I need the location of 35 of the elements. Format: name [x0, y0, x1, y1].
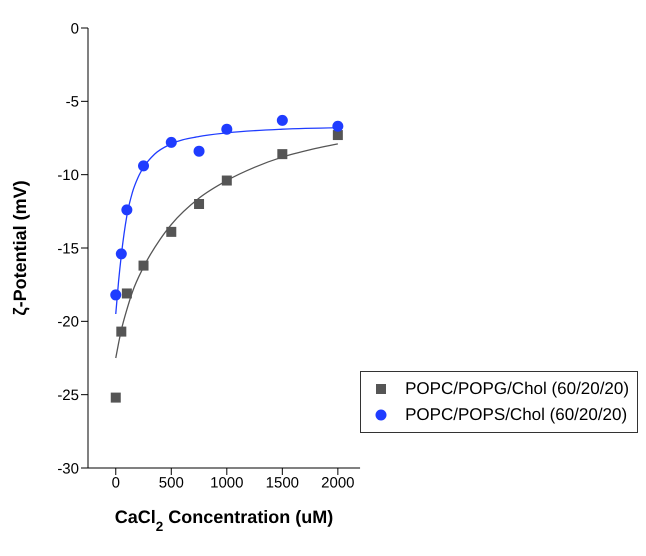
point — [194, 199, 204, 209]
point — [221, 124, 232, 135]
y-tick-label: -30 — [57, 460, 79, 478]
line-series — [115, 143, 339, 359]
point — [277, 149, 288, 160]
y-tick-label: 0 — [70, 20, 79, 38]
point — [276, 114, 288, 126]
y-tick-label: -10 — [57, 166, 79, 184]
point — [110, 289, 122, 300]
point — [222, 176, 232, 186]
y-tick-label: -5 — [66, 94, 79, 111]
point — [116, 326, 126, 337]
point — [122, 288, 132, 298]
point — [332, 130, 343, 140]
point — [121, 204, 132, 216]
x-tick-label: 2000 — [321, 474, 355, 492]
point — [166, 226, 176, 237]
point — [138, 160, 150, 172]
y-tick-label: -25 — [57, 386, 79, 404]
x-tick-label: 1000 — [210, 474, 244, 492]
legend-label: POPC/POPS/Chol (60/20/20) — [405, 404, 628, 426]
legend-label: POPC/POPG/Chol (60/20/20) — [405, 378, 629, 400]
x-axis-title: CaCl$_{2}$ Concentration (uM) — [114, 507, 334, 534]
y-tick-label: -20 — [57, 314, 79, 331]
y-tick-label: -15 — [57, 240, 79, 258]
x-tick-label: 1500 — [266, 474, 300, 492]
point — [194, 146, 205, 157]
point — [110, 392, 121, 403]
point — [138, 260, 149, 271]
y-axis-title: ζ-Potential (mV) — [10, 180, 30, 316]
x-tick-label: 500 — [158, 474, 184, 492]
point — [166, 136, 177, 148]
point — [116, 248, 127, 260]
point — [332, 120, 344, 132]
x-tick-label: 0 — [112, 474, 120, 492]
